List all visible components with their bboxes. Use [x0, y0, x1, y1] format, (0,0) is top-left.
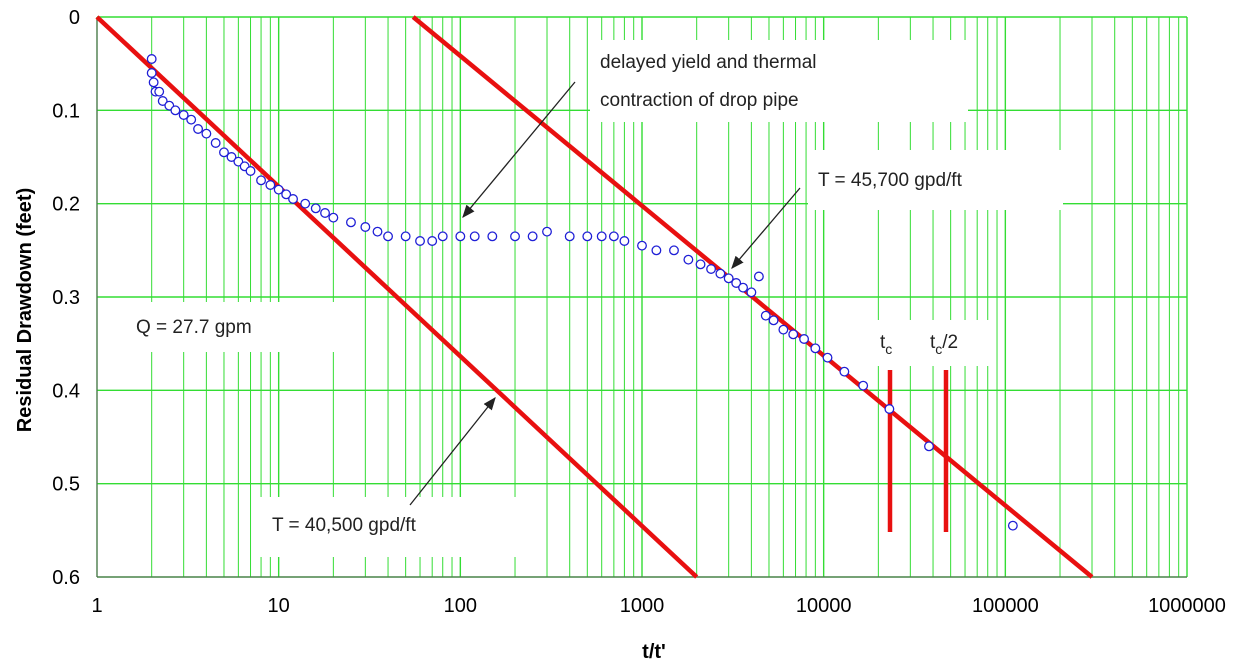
- data-point: [170, 105, 181, 116]
- y-tick-label: 0.2: [52, 194, 80, 216]
- data-point: [619, 236, 630, 246]
- data-point: [510, 231, 520, 242]
- data-point: [201, 128, 212, 139]
- y-tick-label: 0.5: [52, 474, 80, 496]
- data-point: [582, 231, 593, 242]
- data-point: [527, 231, 538, 242]
- data-point: [778, 324, 789, 335]
- data-point: [427, 236, 438, 246]
- data-point: [288, 194, 299, 204]
- data-point: [608, 231, 619, 242]
- y-tick-label: 0.3: [52, 287, 80, 309]
- data-point: [637, 240, 647, 251]
- data-point: [273, 184, 284, 195]
- data-point: [822, 352, 833, 363]
- data-point: [256, 175, 267, 186]
- data-point: [810, 343, 821, 354]
- data-point: [738, 282, 749, 293]
- data-point: [669, 245, 679, 256]
- annotation-tc: tc: [880, 332, 892, 357]
- data-point: [178, 110, 189, 120]
- tc-markers: [887, 370, 949, 532]
- data-point: [210, 138, 221, 148]
- data-point: [469, 231, 480, 242]
- data-point: [310, 203, 321, 214]
- data-point: [651, 245, 662, 256]
- annotation-t-45700: T = 45,700 gpd/ft: [818, 170, 963, 191]
- annotations: delayed yield and thermal contraction of…: [124, 40, 1063, 557]
- data-point: [360, 222, 371, 232]
- data-point: [219, 147, 229, 158]
- annotation-q: Q = 27.7 gpm: [136, 317, 252, 338]
- data-point: [788, 329, 799, 340]
- data-point: [723, 273, 734, 284]
- data-point: [731, 278, 742, 288]
- data-point: [281, 189, 292, 200]
- x-tick-label: 10000: [796, 595, 852, 617]
- data-point: [1007, 520, 1018, 531]
- data-point: [148, 77, 159, 88]
- data-point: [146, 68, 157, 78]
- data-point: [596, 231, 607, 242]
- data-point: [157, 96, 168, 106]
- data-point: [328, 212, 339, 223]
- data-point: [437, 231, 448, 242]
- data-point: [154, 86, 165, 97]
- data-point: [753, 271, 764, 282]
- x-tick-label: 10: [268, 595, 290, 617]
- data-point: [300, 198, 311, 209]
- data-point: [265, 180, 276, 190]
- data-point: [455, 231, 466, 242]
- data-point: [695, 259, 706, 270]
- data-point: [226, 152, 237, 162]
- tick-labels: 1 10 100 1000 10000 100000 1000000 0 0.1 0.2 0.3 0.…: [52, 7, 1226, 617]
- data-point: [768, 315, 779, 326]
- x-tick-label: 1000000: [1148, 595, 1226, 617]
- data-point: [487, 231, 498, 242]
- data-point: [564, 231, 575, 242]
- annotation-t-40500: T = 40,500 gpd/ft: [272, 515, 417, 536]
- y-tick-label: 0.4: [52, 380, 80, 402]
- data-point: [924, 441, 934, 452]
- data-point: [760, 310, 771, 321]
- data-point: [706, 264, 717, 274]
- data-point: [186, 114, 197, 125]
- x-tick-label: 100: [444, 595, 477, 617]
- plot-frame: [96, 17, 1187, 578]
- data-point: [746, 287, 757, 298]
- data-point: [320, 208, 330, 218]
- data-point: [415, 236, 425, 246]
- data-point: [839, 366, 850, 377]
- data-point: [346, 217, 356, 228]
- y-tick-label: 0.1: [52, 100, 80, 122]
- data-point: [372, 226, 383, 237]
- annotation-tc-half: tc/2: [930, 332, 958, 357]
- y-tick-label: 0: [69, 7, 80, 29]
- x-tick-label: 1: [91, 595, 102, 617]
- annotation-delayed-yield-line1: delayed yield and thermal: [600, 52, 817, 73]
- data-point: [715, 268, 726, 279]
- data-point: [542, 226, 552, 237]
- x-tick-label: 100000: [972, 595, 1039, 617]
- fit-line-t-40500: [95, 15, 699, 579]
- data-point: [683, 254, 694, 265]
- x-tick-label: 1000: [620, 595, 665, 617]
- y-axis-title: Residual Drawdown (feet): [14, 188, 36, 432]
- data-point: [400, 231, 411, 242]
- data-points: [146, 54, 1018, 531]
- data-point: [858, 380, 869, 391]
- data-point: [799, 334, 810, 344]
- x-axis-title: t/t': [642, 641, 666, 663]
- data-point: [146, 54, 157, 64]
- arrow-t-40500: [409, 396, 496, 506]
- data-point: [193, 124, 204, 134]
- arrow-t-45700: [731, 187, 801, 269]
- data-point: [884, 404, 895, 414]
- annotation-delayed-yield-line2: contraction of drop pipe: [600, 90, 799, 111]
- data-point: [383, 231, 393, 242]
- y-tick-label: 0.6: [52, 567, 80, 589]
- data-point: [245, 166, 256, 176]
- arrow-delayed-yield: [462, 81, 576, 219]
